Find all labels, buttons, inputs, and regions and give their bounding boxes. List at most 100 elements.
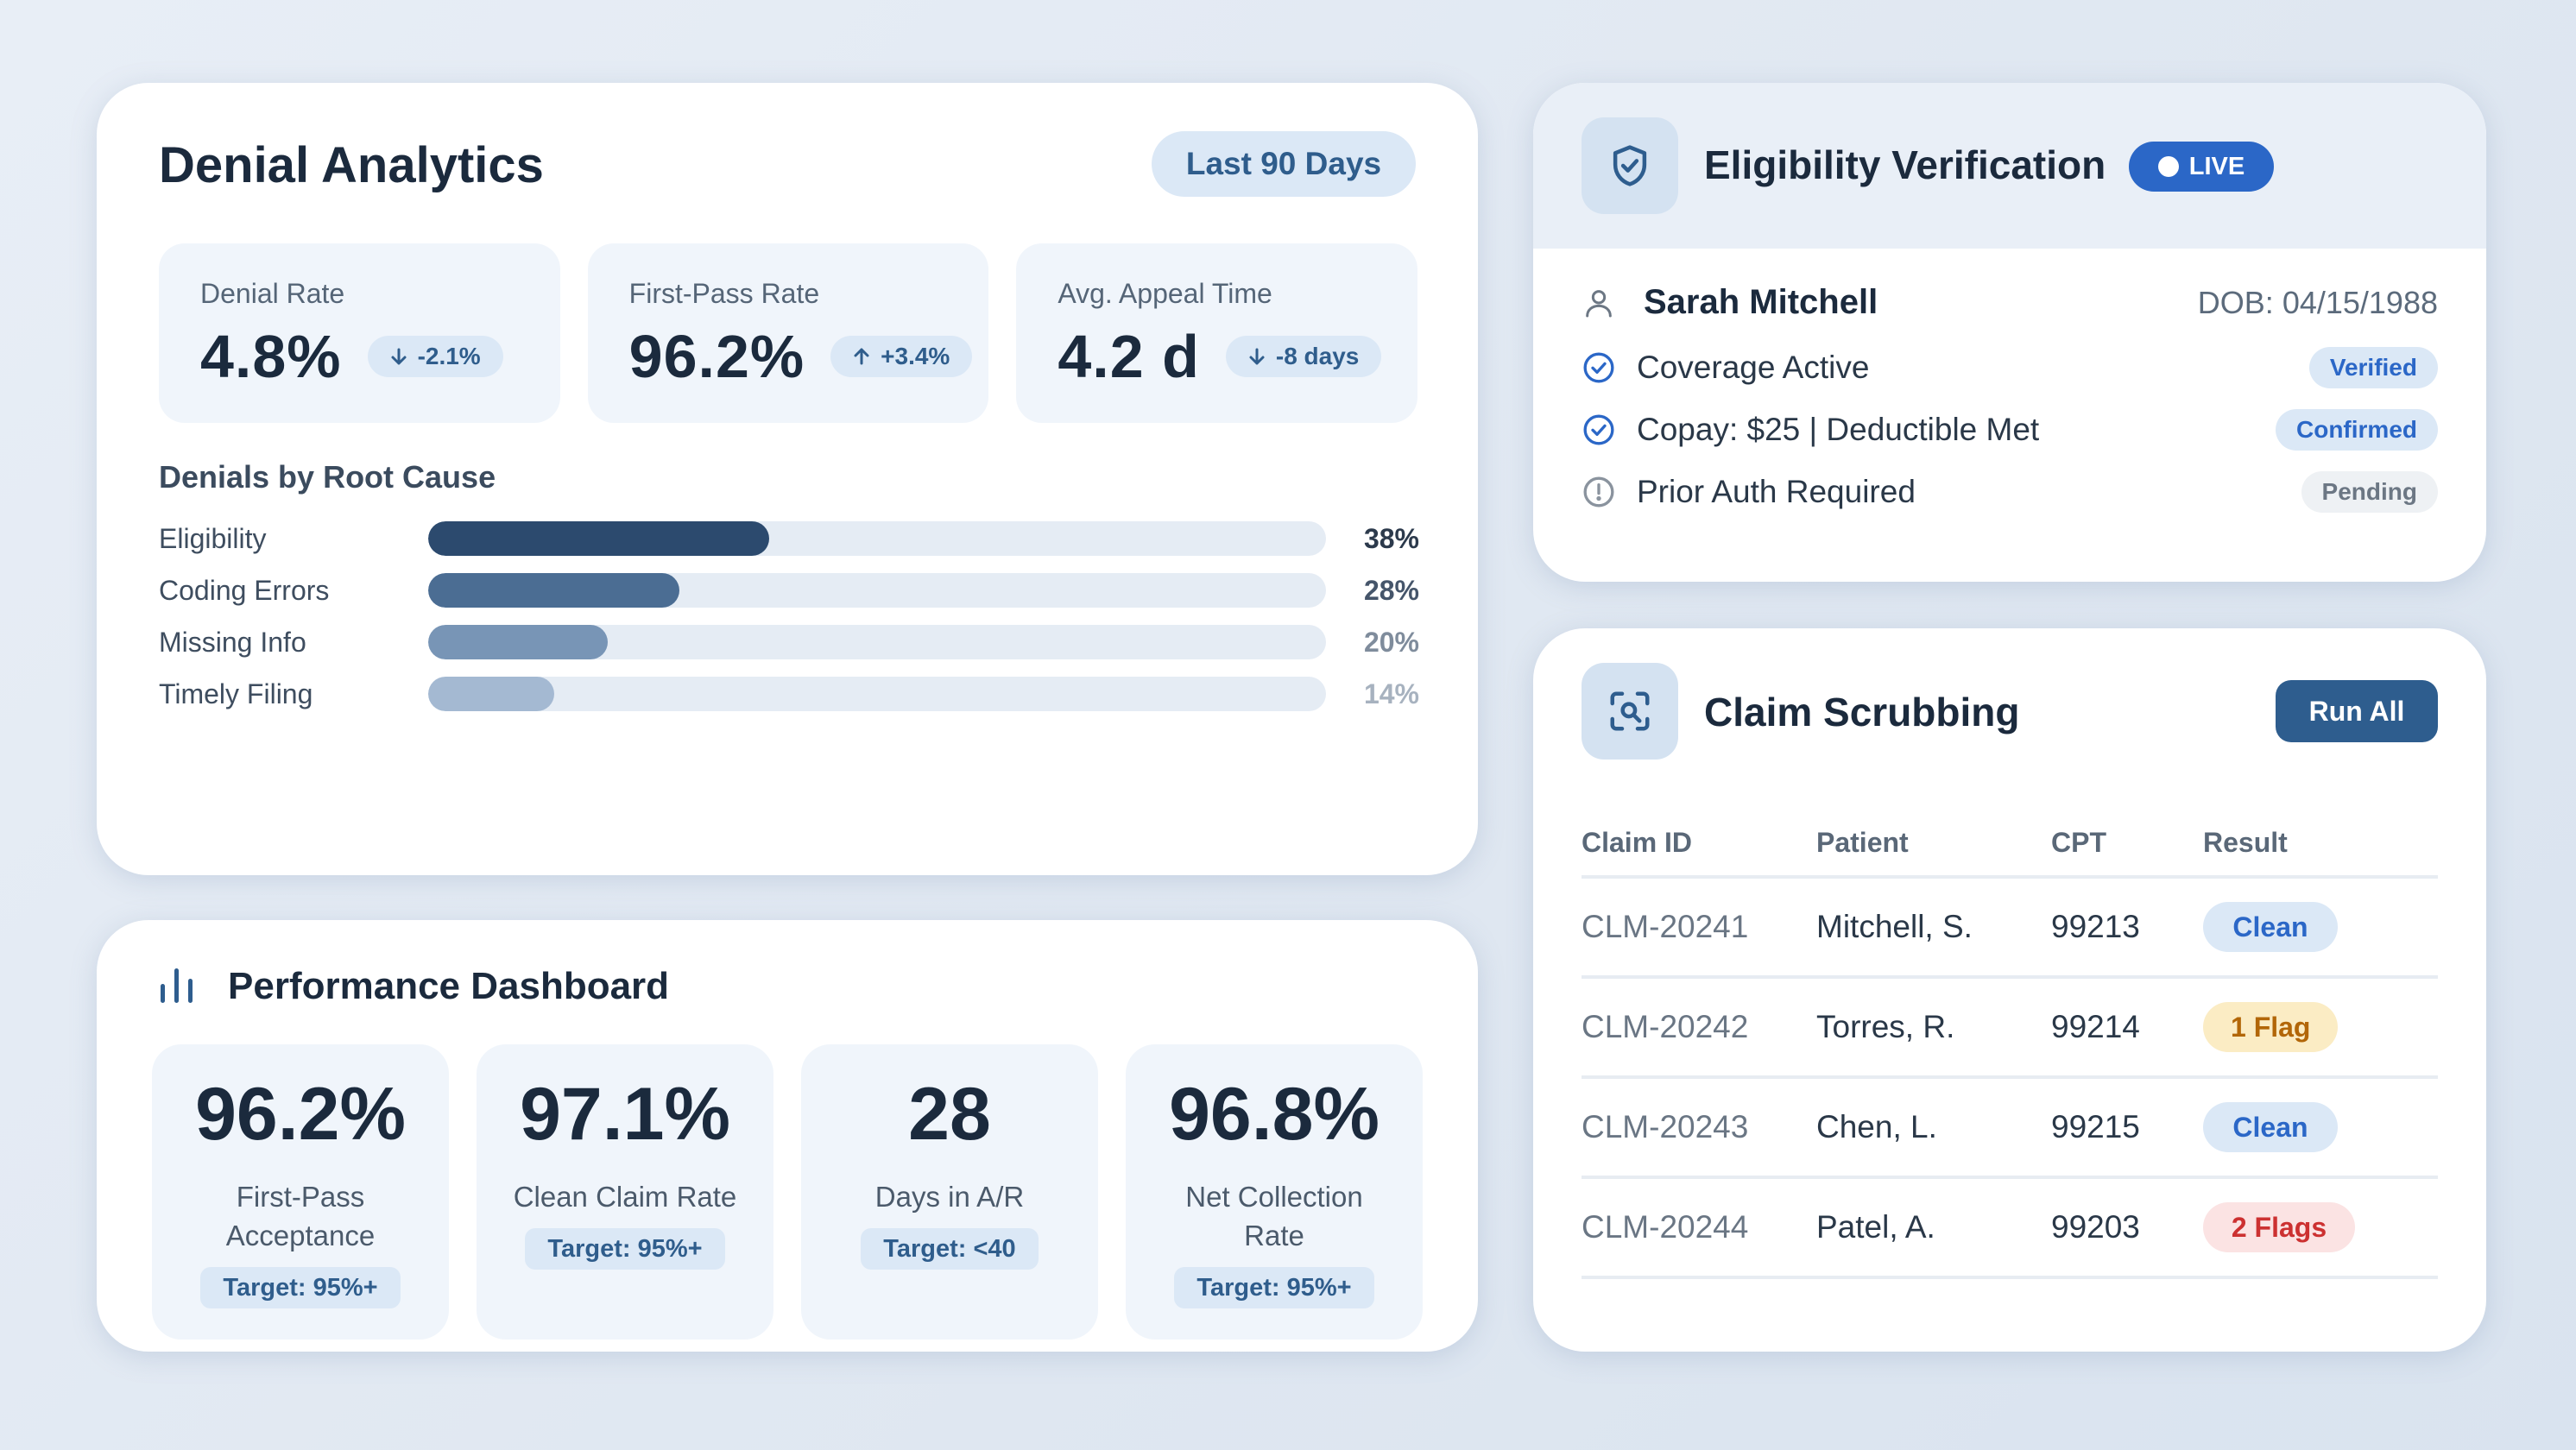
metric-target-badge: Target: 95%+ xyxy=(1174,1267,1374,1308)
result-badge[interactable]: 2 Flags xyxy=(2203,1202,2355,1252)
metric-value: 28 xyxy=(908,1073,991,1156)
status-badge: Confirmed xyxy=(2276,409,2438,451)
root-cause-row: Timely Filing 14% xyxy=(159,668,1419,720)
date-range-button[interactable]: Last 90 Days xyxy=(1152,131,1416,197)
patient-cell: Patel, A. xyxy=(1816,1209,1935,1245)
kpi-delta-text: +3.4% xyxy=(881,343,950,369)
check-circle-icon xyxy=(1583,352,1614,383)
column-header-cpt[interactable]: CPT xyxy=(2051,826,2106,858)
cpt-cell: 99203 xyxy=(2051,1209,2140,1245)
cpt-cell: 99215 xyxy=(2051,1109,2140,1144)
denial-analytics-card: Denial Analytics Last 90 Days Denial Rat… xyxy=(97,83,1478,875)
table-header-row: Claim ID Patient CPT Result xyxy=(1582,810,2438,879)
prior-auth-row: Prior Auth Required Pending xyxy=(1582,466,2438,518)
patient-cell: Torres, R. xyxy=(1816,1009,1955,1044)
result-badge[interactable]: 1 Flag xyxy=(2203,1002,2339,1052)
live-status-badge: LIVE xyxy=(2129,142,2274,192)
column-header-claim-id[interactable]: Claim ID xyxy=(1582,826,1693,858)
root-cause-label: Timely Filing xyxy=(159,678,313,709)
claims-table: Claim ID Patient CPT Result CLM-20241 Mi… xyxy=(1582,810,2438,1279)
root-cause-percent: 14% xyxy=(1363,678,1419,709)
copay-row: Copay: $25 | Deductible Met Confirmed xyxy=(1582,404,2438,456)
root-cause-label: Coding Errors xyxy=(159,574,330,606)
result-badge[interactable]: Clean xyxy=(2203,902,2338,952)
claim-id-cell: CLM-20242 xyxy=(1582,1009,1749,1044)
kpi-value: 4.2 d xyxy=(1058,323,1200,390)
kpi-label: Avg. Appeal Time xyxy=(1058,278,1272,309)
root-cause-bar-fill xyxy=(428,625,608,659)
patient-row: Sarah Mitchell DOB: 04/15/1988 xyxy=(1582,283,2438,322)
metric-value: 97.1% xyxy=(520,1073,730,1156)
root-cause-percent: 28% xyxy=(1363,574,1419,606)
eligibility-verification-card: Eligibility Verification LIVE Sarah Mitc… xyxy=(1533,83,2486,582)
kpi-value: 4.8% xyxy=(200,323,342,390)
metric-value: 96.8% xyxy=(1169,1073,1380,1156)
arrow-up-icon xyxy=(854,348,869,365)
root-cause-bar-track xyxy=(428,625,1326,659)
kpi-delta-badge: -8 days xyxy=(1225,336,1382,377)
metric-clean-claim-rate: 97.1% Clean Claim Rate Target: 95%+ xyxy=(477,1044,773,1340)
kpi-delta-text: -8 days xyxy=(1275,343,1360,369)
metric-target-badge: Target: <40 xyxy=(861,1228,1039,1270)
kpi-delta-text: -2.1% xyxy=(417,343,481,369)
arrow-down-icon xyxy=(391,348,407,365)
metric-caption: Clean Claim Rate xyxy=(513,1181,737,1213)
table-row[interactable]: CLM-20244 Patel, A. 99203 2 Flags xyxy=(1582,1179,2438,1279)
kpi-first-pass-rate: First-Pass Rate 96.2% +3.4% xyxy=(587,243,989,423)
run-all-button[interactable]: Run All xyxy=(2276,680,2438,742)
kpi-value: 96.2% xyxy=(628,323,805,390)
metric-caption: Net Collection Rate xyxy=(1185,1181,1363,1251)
column-header-patient[interactable]: Patient xyxy=(1816,826,1909,858)
root-cause-bar-fill xyxy=(428,677,554,711)
kpi-label: First-Pass Rate xyxy=(628,278,820,309)
performance-dashboard-title: Performance Dashboard xyxy=(228,965,670,1007)
table-row[interactable]: CLM-20241 Mitchell, S. 99213 Clean xyxy=(1582,879,2438,979)
root-cause-bar-list: Eligibility 38% Coding Errors 28% Missing In… xyxy=(159,513,1419,720)
column-header-result[interactable]: Result xyxy=(2203,826,2288,858)
root-cause-bar-track xyxy=(428,573,1326,608)
metric-net-collection-rate: 96.8% Net Collection Rate Target: 95%+ xyxy=(1126,1044,1423,1340)
kpi-avg-appeal-time: Avg. Appeal Time 4.2 d -8 days xyxy=(1016,243,1418,423)
claim-id-cell: CLM-20244 xyxy=(1582,1209,1749,1245)
metric-caption: Days in A/R xyxy=(874,1181,1025,1213)
eligibility-title: Eligibility Verification xyxy=(1704,142,2106,187)
claim-id-cell: CLM-20243 xyxy=(1582,1109,1749,1144)
kpi-label: Denial Rate xyxy=(200,278,345,309)
performance-metric-row: 96.2% First-Pass Acceptance Target: 95%+… xyxy=(152,1044,1423,1340)
alert-circle-icon xyxy=(1583,476,1614,508)
eligibility-header xyxy=(1533,83,2486,249)
coverage-row: Coverage Active Verified xyxy=(1582,342,2438,394)
metric-caption: First-Pass Acceptance xyxy=(225,1181,376,1251)
kpi-delta-badge: -2.1% xyxy=(367,336,503,377)
metric-first-pass-acceptance: 96.2% First-Pass Acceptance Target: 95%+ xyxy=(152,1044,449,1340)
patient-cell: Mitchell, S. xyxy=(1816,909,1973,944)
root-cause-percent: 38% xyxy=(1363,522,1419,554)
root-cause-row: Eligibility 38% xyxy=(159,513,1419,564)
check-circle-icon xyxy=(1583,414,1614,445)
kpi-denial-rate: Denial Rate 4.8% -2.1% xyxy=(159,243,560,423)
cpt-cell: 99213 xyxy=(2051,909,2140,944)
user-icon xyxy=(1586,289,1612,317)
metric-target-badge: Target: 95%+ xyxy=(200,1267,401,1308)
kpi-delta-badge: +3.4% xyxy=(830,336,973,377)
table-row[interactable]: CLM-20242 Torres, R. 99214 1 Flag xyxy=(1582,979,2438,1079)
status-badge: Verified xyxy=(2308,347,2438,388)
performance-dashboard-card: Performance Dashboard 96.2% First-Pass A… xyxy=(97,920,1478,1352)
root-cause-bar-track xyxy=(428,521,1326,556)
result-badge[interactable]: Clean xyxy=(2203,1102,2338,1152)
live-label: LIVE xyxy=(2188,152,2245,180)
patient-dob: DOB: 04/15/1988 xyxy=(2197,284,2438,320)
metric-target-badge: Target: 95%+ xyxy=(525,1228,725,1270)
prior-auth-text: Prior Auth Required xyxy=(1637,474,1916,509)
patient-cell: Chen, L. xyxy=(1816,1109,1937,1144)
patient-name: Sarah Mitchell xyxy=(1644,283,1878,321)
table-row[interactable]: CLM-20243 Chen, L. 99215 Clean xyxy=(1582,1079,2438,1179)
root-cause-bar-track xyxy=(428,677,1326,711)
root-cause-bar-fill xyxy=(428,521,770,556)
claim-id-cell: CLM-20241 xyxy=(1582,909,1749,944)
root-cause-row: Coding Errors 28% xyxy=(159,564,1419,616)
coverage-text: Coverage Active xyxy=(1637,350,1870,385)
live-dot-icon xyxy=(2157,156,2179,177)
root-cause-percent: 20% xyxy=(1363,626,1419,658)
scan-search-icon xyxy=(1582,663,1678,760)
